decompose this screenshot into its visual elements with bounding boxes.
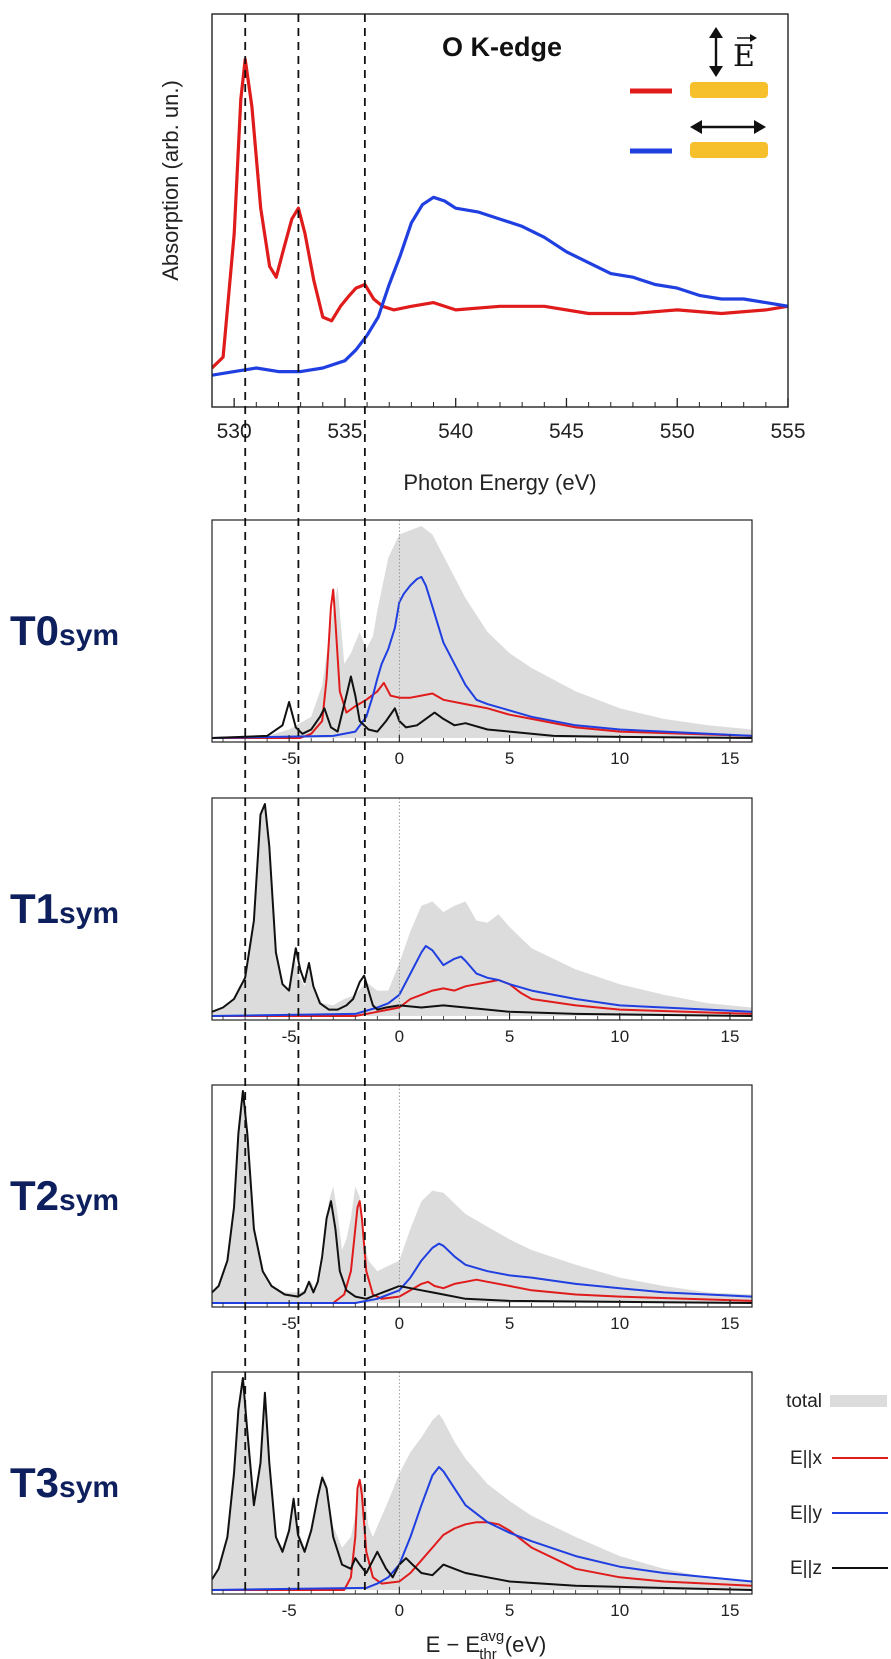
arrow-head-icon bbox=[690, 120, 702, 134]
series-total-area-4 bbox=[212, 1378, 752, 1590]
experiment-series bbox=[212, 57, 788, 377]
legend-label: E||x bbox=[790, 1448, 823, 1469]
panel-label-main: T2 bbox=[10, 1172, 59, 1219]
sample-slab-icon bbox=[690, 142, 768, 158]
series-line-black-1 bbox=[212, 675, 752, 739]
theory-series bbox=[212, 803, 752, 1017]
panel-label-sub: sym bbox=[59, 1184, 119, 1217]
panel-label-sub: sym bbox=[59, 1471, 119, 1504]
series-line-blue-3 bbox=[212, 1242, 752, 1304]
x-tick-label: 0 bbox=[395, 749, 404, 768]
panel-label: T0sym bbox=[10, 607, 119, 654]
x-tick-label: 5 bbox=[505, 1601, 514, 1620]
x-tick-label: -5 bbox=[282, 1601, 297, 1620]
x-tick-label: 540 bbox=[438, 420, 473, 443]
x-tick-label: 550 bbox=[660, 420, 695, 443]
panel-label-main: T1 bbox=[10, 885, 59, 932]
series-line-blue-1 bbox=[212, 575, 752, 739]
x-tick-label: 545 bbox=[549, 420, 584, 443]
x-tick-label: 10 bbox=[610, 1027, 629, 1046]
x-tick-label: -5 bbox=[282, 1314, 297, 1333]
xlabel-main: E − E bbox=[426, 1632, 480, 1657]
legend-label: total bbox=[786, 1391, 822, 1412]
theory-panel-t0: -5 0 5 10 15 T0sym bbox=[10, 519, 753, 768]
xlabel-sup: avg bbox=[480, 1628, 504, 1645]
panel-label: T1sym bbox=[10, 885, 119, 932]
x-tick-label: 10 bbox=[610, 1314, 629, 1333]
panel-label-sub: sym bbox=[59, 619, 119, 652]
x-tick-label: -5 bbox=[282, 1027, 297, 1046]
theory-series bbox=[212, 1377, 752, 1591]
arrow-head-icon bbox=[709, 66, 723, 77]
series-line-black-2 bbox=[212, 803, 752, 1017]
x-tick-label: 15 bbox=[720, 749, 739, 768]
panel-frame bbox=[211, 1084, 753, 1308]
chart-title: O K-edge bbox=[442, 32, 562, 62]
series-line-blue-2 bbox=[212, 945, 752, 1017]
series-line-red-2 bbox=[212, 979, 752, 1017]
series-total-area-2 bbox=[212, 804, 752, 1016]
series-line-red-1 bbox=[212, 588, 752, 739]
series-line-blue-0 bbox=[212, 195, 788, 377]
x-tick-label: 0 bbox=[395, 1027, 404, 1046]
panel-label-main: T3 bbox=[10, 1459, 59, 1506]
x-tick-label: 535 bbox=[327, 420, 362, 443]
x-tick-label: 10 bbox=[610, 1601, 629, 1620]
theory-series bbox=[212, 526, 752, 739]
y-axis-title: Absorption (arb. un.) bbox=[158, 80, 183, 281]
x-tick-label: -5 bbox=[282, 749, 297, 768]
x-tick-label: 0 bbox=[395, 1601, 404, 1620]
series-line-red-4 bbox=[212, 1478, 752, 1591]
e-field-symbol: E bbox=[733, 39, 755, 74]
x-tick-label: 15 bbox=[720, 1601, 739, 1620]
legend: total E||x E||y E||z bbox=[786, 1391, 888, 1579]
panel-frame bbox=[211, 519, 753, 743]
legend-label: E||y bbox=[790, 1503, 823, 1524]
x-tick-label: 0 bbox=[395, 1314, 404, 1333]
series-line-black-4 bbox=[212, 1377, 752, 1591]
panel-frame bbox=[211, 1371, 753, 1595]
panel-label: T3sym bbox=[10, 1459, 119, 1506]
polarization-inset: E bbox=[630, 27, 768, 158]
theory-series bbox=[212, 1090, 752, 1304]
arrow-head-icon bbox=[709, 27, 723, 38]
x-tick-label: 5 bbox=[505, 749, 514, 768]
vector-arrow-head-icon bbox=[750, 34, 757, 42]
xlabel-tail: (eV) bbox=[505, 1632, 547, 1657]
theory-panel-t2: -5 0 5 10 15 T2sym bbox=[10, 1084, 753, 1333]
x-tick-label: 15 bbox=[720, 1027, 739, 1046]
panel-label-main: T0 bbox=[10, 607, 59, 654]
legend-swatch-total bbox=[830, 1395, 887, 1407]
x-tick-label: 15 bbox=[720, 1314, 739, 1333]
x-tick-label: 5 bbox=[505, 1314, 514, 1333]
legend-label: E||z bbox=[790, 1558, 822, 1579]
sample-slab-icon bbox=[690, 82, 768, 98]
series-total-area-1 bbox=[212, 526, 752, 738]
x-tick-label: 555 bbox=[770, 420, 805, 443]
x-tick-label: 5 bbox=[505, 1027, 514, 1046]
series-line-red-3 bbox=[212, 1200, 752, 1304]
x-tick-label: 530 bbox=[217, 420, 252, 443]
panel-label: T2sym bbox=[10, 1172, 119, 1219]
xlabel-sub: thr bbox=[479, 1646, 497, 1659]
theory-panel-t3: -5 0 5 10 15 T3sym bbox=[10, 1371, 753, 1620]
guide-lines bbox=[244, 14, 366, 1594]
experiment-panel: 530 535 540 545 550 555 Photon Energy (eV) Abso… bbox=[158, 13, 806, 495]
x-axis-title: Photon Energy (eV) bbox=[403, 470, 596, 495]
arrow-head-icon bbox=[754, 120, 766, 134]
x-tick-label: 10 bbox=[610, 749, 629, 768]
panel-label-sub: sym bbox=[59, 897, 119, 930]
panel-frame bbox=[211, 797, 753, 1021]
series-total-area-3 bbox=[212, 1091, 752, 1303]
x-axis-title-theory: E − Eavg thr (eV) bbox=[426, 1628, 547, 1659]
series-line-red-0 bbox=[212, 57, 788, 370]
theory-panel-t1: -5 0 5 10 15 T1sym bbox=[10, 797, 753, 1046]
